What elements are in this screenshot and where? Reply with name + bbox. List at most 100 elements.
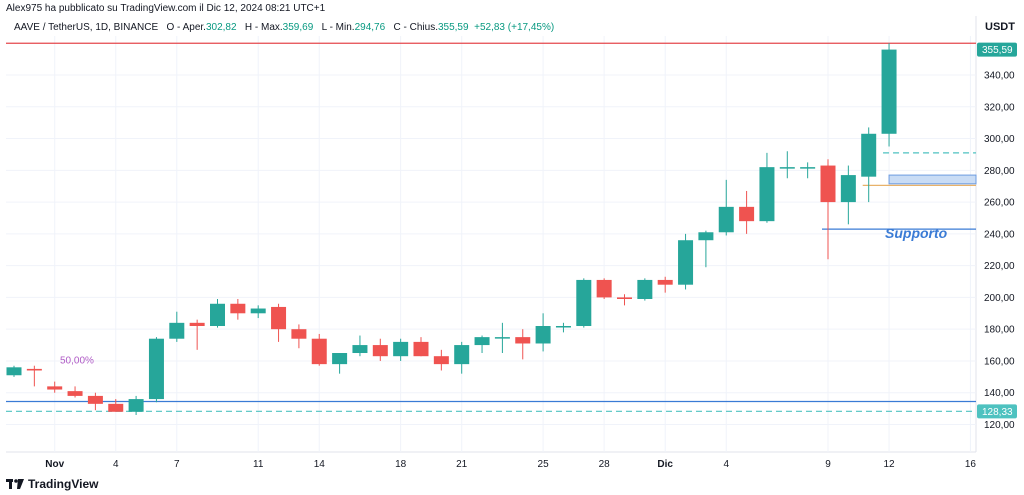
time-axis[interactable]: Nov 4 7 11 14 18 21 25 28 Dic 4 9 12 16 bbox=[45, 459, 976, 470]
low-label: L - Min. bbox=[321, 22, 355, 33]
candle-body-up[interactable] bbox=[210, 303, 225, 327]
candle-body-down[interactable] bbox=[413, 341, 429, 357]
candle-body-down[interactable] bbox=[271, 306, 287, 330]
support-price-tag bbox=[977, 404, 1017, 419]
support-price-text: 128,33 bbox=[982, 407, 1013, 418]
annotations: 50,00% Supporto bbox=[60, 225, 948, 367]
candle-body-up[interactable] bbox=[881, 49, 897, 134]
support-label: Supporto bbox=[885, 225, 948, 241]
x-tick-label: 4 bbox=[723, 459, 729, 470]
candle-body-up[interactable] bbox=[779, 167, 795, 169]
x-tick-label: 25 bbox=[538, 459, 550, 470]
y-tick-label: 160,00 bbox=[984, 356, 1015, 367]
brand-name[interactable]: TradingView bbox=[28, 477, 99, 491]
candle-body-down[interactable] bbox=[311, 338, 327, 365]
x-tick-label: 11 bbox=[253, 459, 264, 470]
candle-body-down[interactable] bbox=[67, 391, 83, 396]
low-value: 294,76 bbox=[354, 22, 386, 33]
candle-body-up[interactable] bbox=[393, 341, 409, 357]
horizontal-levels bbox=[6, 42, 977, 412]
candle-body-down[interactable] bbox=[108, 403, 124, 412]
price-axis[interactable]: 120,00 140,00 160,00 180,00 200,00 220,00 240,… bbox=[977, 42, 1017, 431]
y-tick-label: 120,00 bbox=[984, 420, 1015, 431]
x-tick-label: 16 bbox=[965, 459, 977, 470]
candle-body-down[interactable] bbox=[515, 337, 531, 344]
currency-label: USDT bbox=[985, 21, 1015, 33]
candle-body-up[interactable] bbox=[494, 337, 510, 339]
high-label: H - Max. bbox=[244, 22, 283, 33]
y-tick-label: 240,00 bbox=[984, 229, 1015, 240]
candle-body-down[interactable] bbox=[617, 297, 632, 299]
candle-body-up[interactable] bbox=[128, 399, 144, 412]
support-zone bbox=[888, 174, 977, 185]
x-tick-label: 14 bbox=[314, 459, 326, 470]
candles[interactable] bbox=[6, 43, 897, 415]
y-tick-label: 340,00 bbox=[984, 71, 1015, 82]
x-tick-label: 7 bbox=[174, 459, 180, 470]
candle-body-up[interactable] bbox=[718, 206, 734, 233]
x-tick-label: 28 bbox=[599, 459, 611, 470]
y-tick-label: 320,00 bbox=[984, 102, 1015, 113]
y-tick-label: 140,00 bbox=[984, 388, 1015, 399]
x-tick-label: 12 bbox=[883, 459, 895, 470]
candle-body-down[interactable] bbox=[657, 279, 673, 285]
candle-body-up[interactable] bbox=[474, 337, 490, 346]
candle-body-down[interactable] bbox=[372, 345, 388, 357]
x-tick-label: 21 bbox=[456, 459, 468, 470]
x-tick-label: 4 bbox=[113, 459, 119, 470]
last-price-tag bbox=[977, 42, 1017, 57]
change-value: +52,83 (+17,45%) bbox=[474, 22, 555, 33]
candle-body-down[interactable] bbox=[47, 386, 63, 390]
x-tick-label: Nov bbox=[45, 459, 64, 470]
high-value: 359,69 bbox=[282, 22, 314, 33]
y-tick-label: 200,00 bbox=[984, 293, 1015, 304]
last-price-text: 355,59 bbox=[982, 45, 1013, 56]
close-label: C - Chius. bbox=[393, 22, 438, 33]
candle-body-down[interactable] bbox=[87, 395, 103, 404]
candle-body-down[interactable] bbox=[189, 322, 205, 327]
candle-body-up[interactable] bbox=[250, 308, 266, 314]
candle-body-up[interactable] bbox=[6, 367, 22, 376]
candle-body-up[interactable] bbox=[637, 279, 653, 299]
grid bbox=[6, 16, 977, 453]
candle-body-down[interactable] bbox=[820, 165, 836, 203]
candle-body-down[interactable] bbox=[26, 368, 42, 371]
candle-body-down[interactable] bbox=[291, 329, 307, 339]
candle-body-down[interactable] bbox=[596, 279, 612, 298]
candle-body-up[interactable] bbox=[759, 167, 775, 222]
y-tick-label: 280,00 bbox=[984, 166, 1015, 177]
candle-body-up[interactable] bbox=[454, 345, 470, 365]
footer: TradingView bbox=[6, 477, 98, 491]
candle-body-up[interactable] bbox=[861, 133, 877, 177]
y-tick-label: 180,00 bbox=[984, 325, 1015, 336]
candle-body-up[interactable] bbox=[169, 322, 185, 339]
candle-body-up[interactable] bbox=[576, 279, 592, 327]
candle-body-up[interactable] bbox=[800, 167, 816, 169]
x-tick-label: 9 bbox=[825, 459, 831, 470]
candle-body-up[interactable] bbox=[332, 353, 348, 365]
candle-body-down[interactable] bbox=[739, 206, 755, 222]
candle-body-up[interactable] bbox=[698, 232, 714, 241]
symbol-legend: AAVE / TetherUS, 1D, BINANCE O - Aper.30… bbox=[14, 22, 554, 33]
candle-body-up[interactable] bbox=[352, 345, 368, 354]
candle-body-up[interactable] bbox=[148, 338, 164, 400]
tradingview-logo-icon bbox=[6, 479, 24, 489]
fib-level-label: 50,00% bbox=[60, 355, 94, 366]
x-tick-label: 18 bbox=[395, 459, 407, 470]
candle-body-up[interactable] bbox=[535, 326, 551, 344]
y-tick-label: 300,00 bbox=[984, 134, 1015, 145]
published-note: Alex975 ha pubblicato su TradingView.com… bbox=[6, 3, 326, 14]
candle-body-down[interactable] bbox=[230, 303, 246, 314]
open-value: 302,82 bbox=[205, 22, 237, 33]
candle-body-up[interactable] bbox=[555, 326, 571, 328]
y-tick-label: 220,00 bbox=[984, 261, 1015, 272]
candle-body-up[interactable] bbox=[678, 240, 694, 285]
candle-body-down[interactable] bbox=[433, 356, 449, 365]
candle-body-up[interactable] bbox=[840, 175, 856, 203]
x-tick-label: Dic bbox=[657, 459, 673, 470]
close-value: 355,59 bbox=[437, 22, 469, 33]
y-tick-label: 260,00 bbox=[984, 198, 1015, 209]
symbol-name[interactable]: AAVE / TetherUS, 1D, BINANCE bbox=[14, 22, 159, 33]
open-label: O - Aper. bbox=[166, 22, 206, 33]
